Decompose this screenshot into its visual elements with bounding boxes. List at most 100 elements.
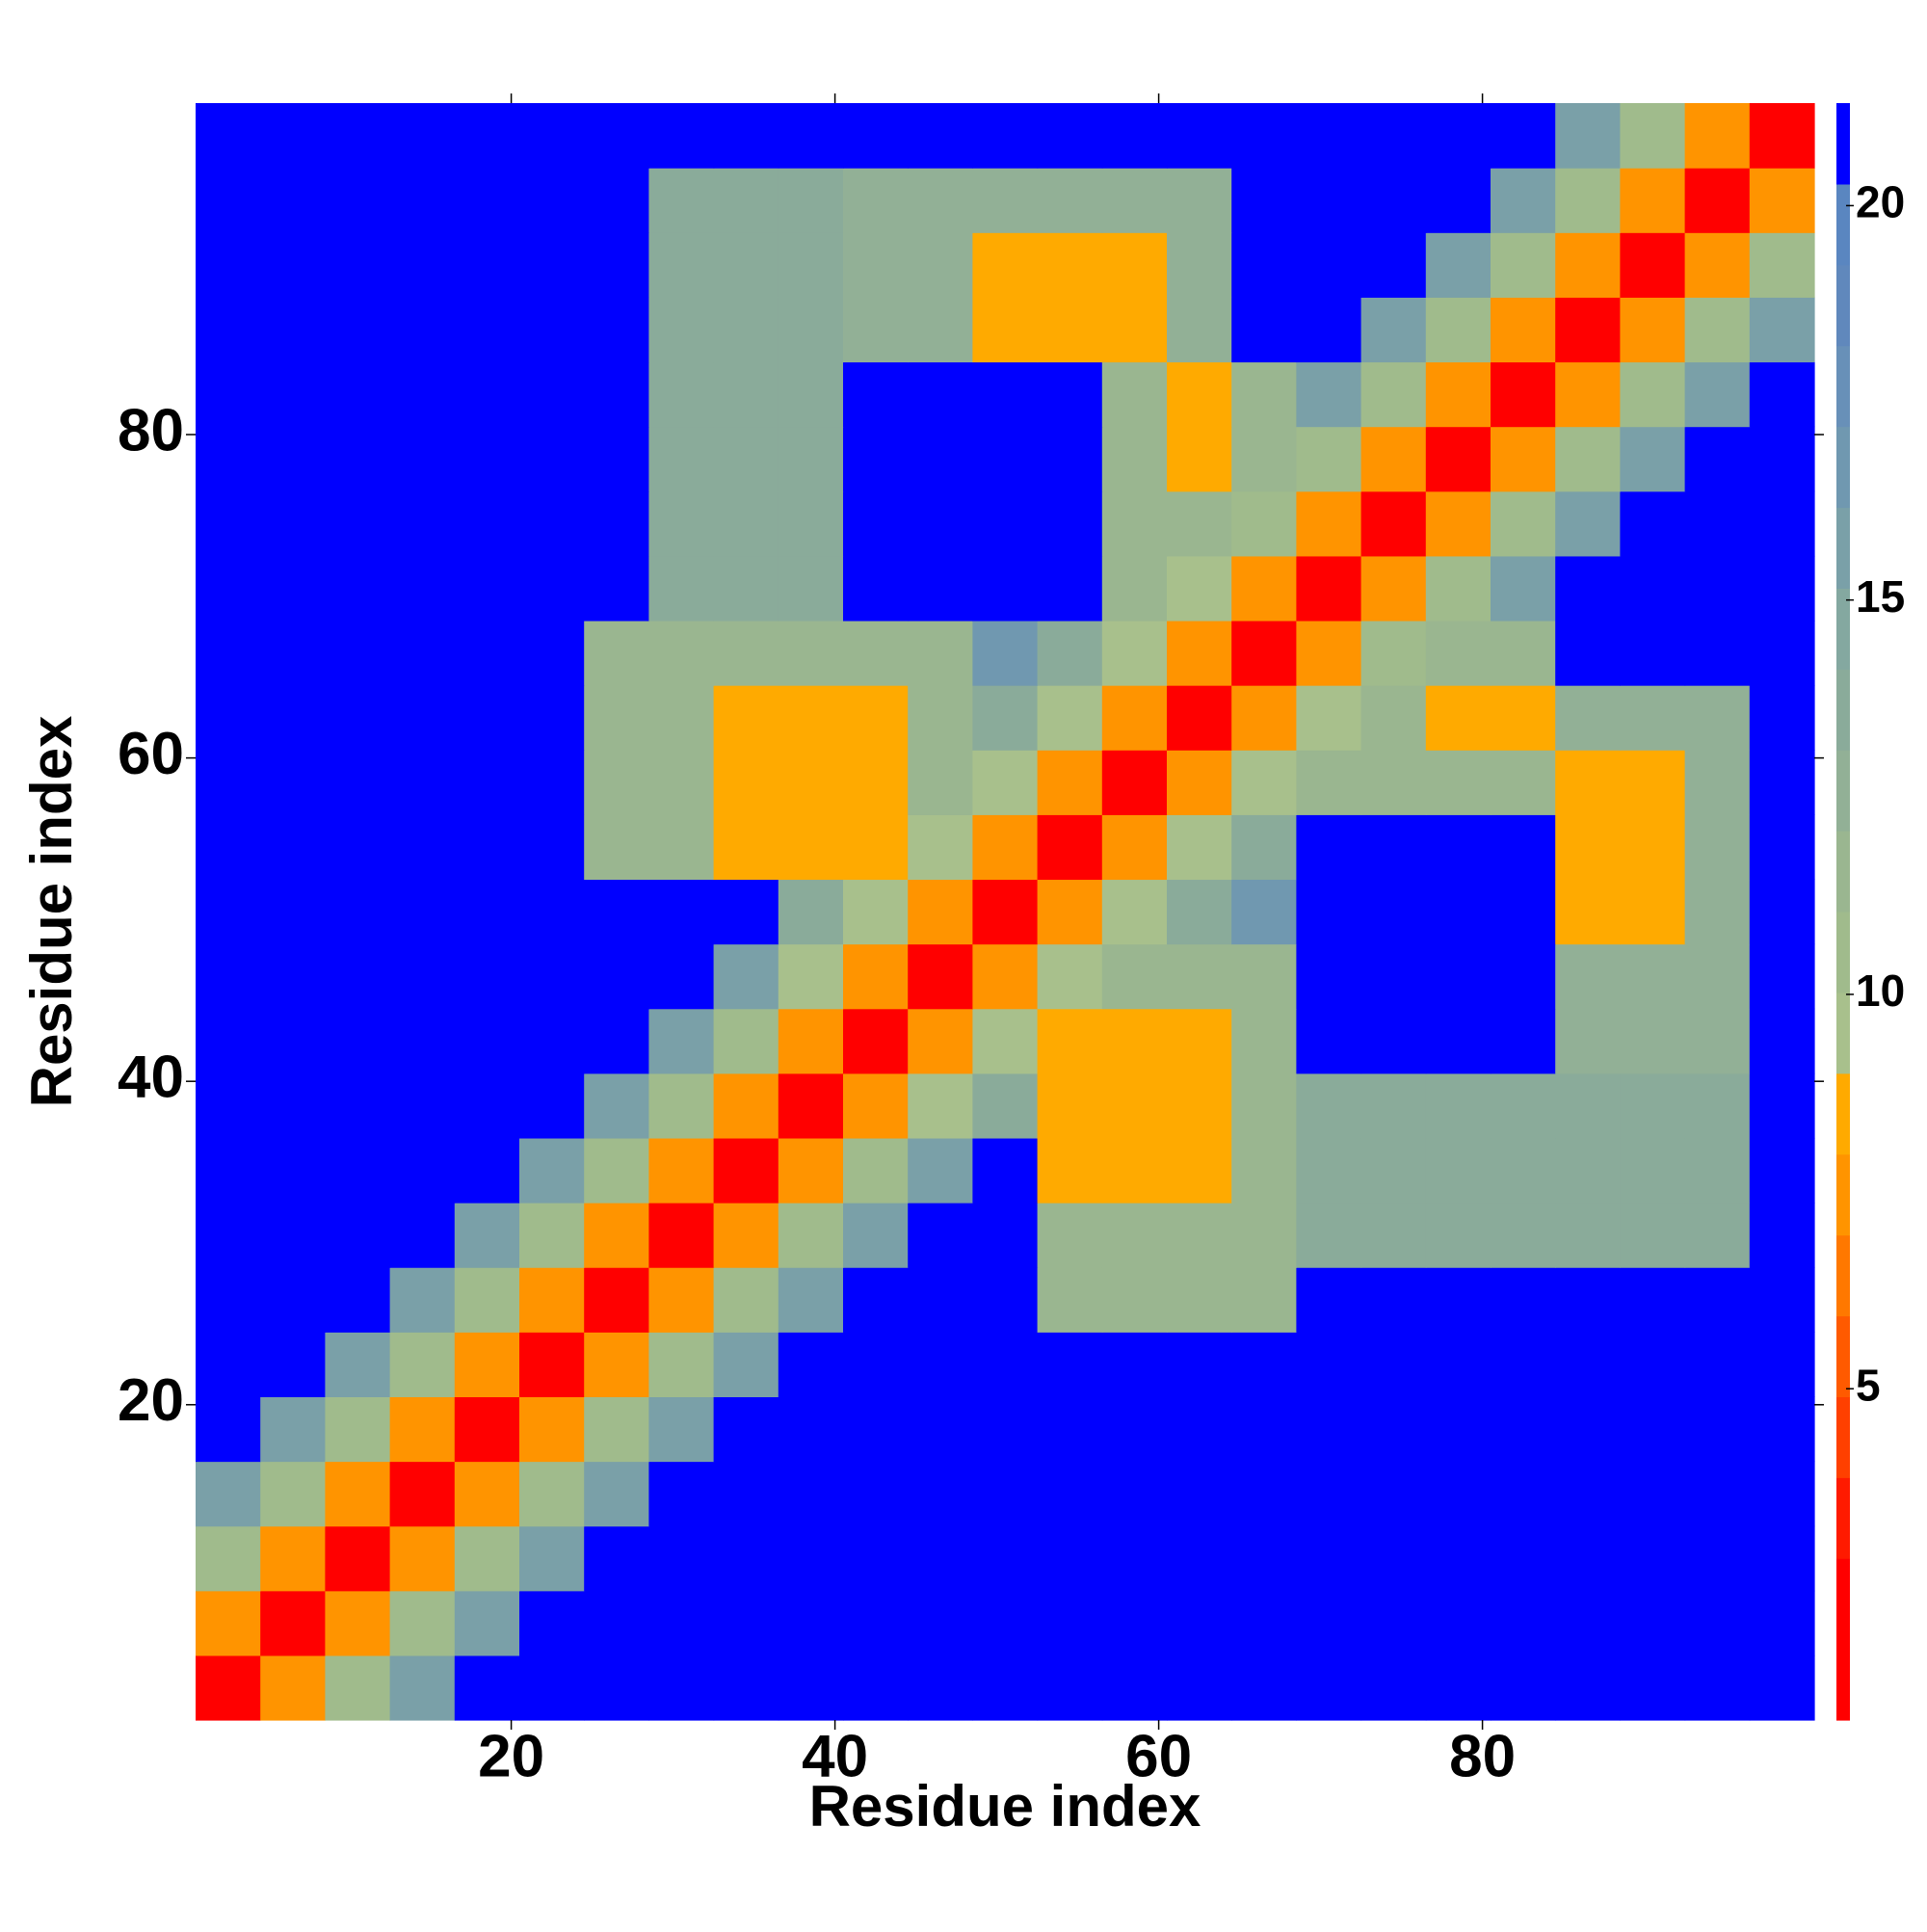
- colorbar-segment: [1836, 669, 1850, 751]
- heatmap-cell: [1491, 1590, 1556, 1656]
- heatmap-cell: [1684, 620, 1751, 686]
- heatmap-cell: [454, 814, 520, 881]
- heatmap-cell: [1231, 1461, 1297, 1527]
- heatmap-cell: [519, 943, 585, 1010]
- heatmap-cell: [1296, 1332, 1362, 1397]
- heatmap-cell: [1231, 750, 1297, 815]
- heatmap-cell: [1231, 1590, 1297, 1656]
- heatmap-cell: [1555, 232, 1621, 298]
- heatmap-cell: [713, 1137, 779, 1204]
- heatmap-cell: [713, 1203, 779, 1268]
- heatmap-cell: [972, 1461, 1039, 1527]
- heatmap-cell: [1037, 232, 1103, 298]
- heatmap-cell: [1684, 232, 1751, 298]
- heatmap-cell: [778, 1267, 844, 1333]
- heatmap-cell: [325, 103, 391, 169]
- heatmap-cell: [972, 490, 1039, 557]
- colorbar-segment: [1836, 1072, 1850, 1155]
- heatmap-cell: [1231, 297, 1297, 363]
- heatmap-cell: [843, 168, 909, 233]
- heatmap-cell: [389, 1396, 456, 1463]
- heatmap-cell: [1101, 1332, 1168, 1397]
- heatmap-cell: [778, 1332, 844, 1397]
- heatmap-cell: [1037, 750, 1103, 815]
- heatmap-cell: [196, 943, 261, 1010]
- heatmap-cell: [1555, 1590, 1621, 1656]
- heatmap-cell: [908, 426, 973, 492]
- heatmap-cell: [1037, 1461, 1103, 1527]
- colorbar-tick-label: 20: [1856, 177, 1905, 227]
- heatmap-cell: [1491, 943, 1556, 1010]
- heatmap-cell: [519, 426, 585, 492]
- heatmap-cell: [1037, 1590, 1103, 1656]
- heatmap-cell: [1555, 879, 1621, 945]
- heatmap-cell: [260, 814, 326, 881]
- heatmap-cell: [778, 685, 844, 751]
- heatmap-cell: [1101, 943, 1168, 1010]
- heatmap-cell: [1749, 1396, 1815, 1463]
- heatmap-cell: [325, 1008, 391, 1074]
- heatmap-cell: [454, 361, 520, 428]
- heatmap-cell: [778, 814, 844, 881]
- heatmap-cell: [454, 297, 520, 363]
- heatmap-cell: [1491, 426, 1556, 492]
- heatmap-cell: [1296, 750, 1362, 815]
- heatmap-cell: [1037, 361, 1103, 428]
- heatmap-cell: [778, 879, 844, 945]
- heatmap-cell: [972, 1008, 1039, 1074]
- heatmap-cell: [454, 1072, 520, 1139]
- heatmap-cell: [584, 1008, 649, 1074]
- heatmap-cell: [1749, 620, 1815, 686]
- heatmap-cell: [778, 620, 844, 686]
- heatmap-cell: [584, 490, 649, 557]
- heatmap-cell: [519, 555, 585, 622]
- heatmap-cell: [1425, 943, 1491, 1010]
- heatmap-cell: [1231, 1203, 1297, 1268]
- heatmap-cell: [1620, 426, 1686, 492]
- heatmap-cell: [648, 232, 715, 298]
- heatmap-cell: [389, 103, 456, 169]
- heatmap-cell: [713, 1008, 779, 1074]
- heatmap-cell: [196, 685, 261, 751]
- heatmap-cell: [325, 555, 391, 622]
- heatmap-cell: [260, 555, 326, 622]
- heatmap-cell: [1684, 1267, 1751, 1333]
- heatmap-cell: [196, 1332, 261, 1397]
- heatmap-cell: [1296, 1072, 1362, 1139]
- heatmap-cell: [519, 1203, 585, 1268]
- heatmap-cell: [1425, 361, 1491, 428]
- heatmap-cell: [1620, 685, 1686, 751]
- heatmap-cell: [1167, 555, 1232, 622]
- heatmap-cell: [519, 1396, 585, 1463]
- heatmap-cell: [389, 1203, 456, 1268]
- heatmap-cell: [519, 168, 585, 233]
- heatmap-cell: [972, 1267, 1039, 1333]
- heatmap-cell: [196, 1267, 261, 1333]
- heatmap-cell: [584, 620, 649, 686]
- heatmap-cell: [1231, 1396, 1297, 1463]
- y-tick-label: 80: [118, 397, 184, 463]
- heatmap-cell: [1491, 1267, 1556, 1333]
- heatmap-cell: [908, 490, 973, 557]
- heatmap-cell: [196, 750, 261, 815]
- heatmap-cell: [1167, 1072, 1232, 1139]
- heatmap-cell: [1684, 685, 1751, 751]
- heatmap-cell: [260, 1525, 326, 1592]
- heatmap-cell: [1425, 1461, 1491, 1527]
- heatmap-cell: [1360, 1137, 1427, 1204]
- heatmap-cell: [1167, 297, 1232, 363]
- heatmap-cell: [584, 685, 649, 751]
- heatmap-cell: [1684, 1072, 1751, 1139]
- heatmap-cell: [260, 426, 326, 492]
- heatmap-cell: [843, 361, 909, 428]
- heatmap-cell: [1684, 103, 1751, 169]
- heatmap-cell: [389, 1008, 456, 1074]
- heatmap-cell: [584, 555, 649, 622]
- heatmap-cell: [843, 232, 909, 298]
- heatmap-cell: [389, 555, 456, 622]
- heatmap-cell: [1749, 555, 1815, 622]
- heatmap-cell: [1620, 1396, 1686, 1463]
- heatmap-cell: [1296, 620, 1362, 686]
- heatmap-cell: [908, 943, 973, 1010]
- heatmap-cell: [1749, 1332, 1815, 1397]
